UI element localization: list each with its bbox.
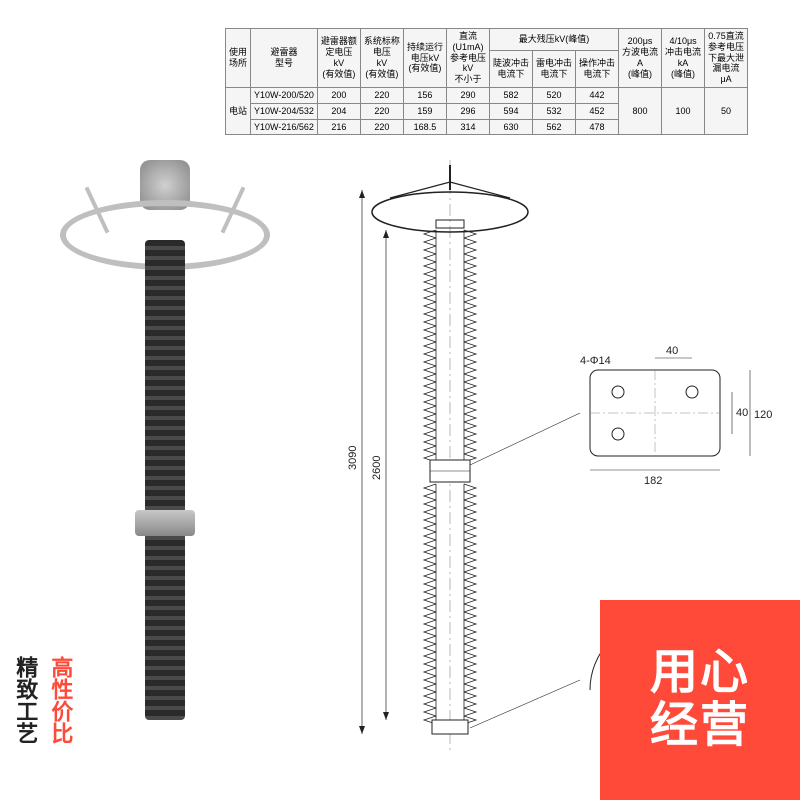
cell: 582	[489, 87, 532, 103]
dim-182: 182	[644, 475, 662, 487]
cell: 520	[532, 87, 575, 103]
cell: 532	[532, 103, 575, 119]
side-slogan: 高性价比 精致工艺	[0, 600, 100, 800]
cell: 478	[576, 119, 619, 135]
side-l1: 高性价比	[48, 656, 73, 744]
cell: 442	[576, 87, 619, 103]
cell: 204	[317, 103, 360, 119]
banner-line2: 经营	[650, 700, 750, 753]
cell: 562	[532, 119, 575, 135]
cell: 594	[489, 103, 532, 119]
cell: 220	[360, 87, 403, 103]
cell: 156	[403, 87, 446, 103]
insulator-stack	[145, 240, 185, 720]
th-usage: 使用场所	[226, 29, 251, 88]
cell: Y10W-200/520	[251, 87, 318, 103]
promo-banner: 用心 经营	[600, 600, 800, 800]
th-model: 避雷器型号	[251, 29, 318, 88]
th-t4-10: 4/10μs冲击电流kA(峰值)	[662, 29, 705, 88]
th-max-group: 最大残压kV(峰值)	[489, 29, 618, 51]
cell: Y10W-216/562	[251, 119, 318, 135]
th-lightning: 雷电冲击电流下	[532, 50, 575, 87]
dim-40b: 40	[736, 407, 748, 419]
usage-cell: 电站	[226, 87, 251, 134]
cell: 290	[446, 87, 489, 103]
dim-overall: 3090	[347, 446, 359, 470]
th-dc: 直流(U1mA)参考电压kV不小于	[446, 29, 489, 88]
banner-line1: 用心	[650, 647, 750, 700]
cell: 452	[576, 103, 619, 119]
cell: 630	[489, 119, 532, 135]
cell: 168.5	[403, 119, 446, 135]
th-t200: 200μs方波电流A(峰值)	[619, 29, 662, 88]
cell: 200	[317, 87, 360, 103]
dim-40a: 40	[666, 345, 678, 357]
th-continuous: 持续运行电压kV(有效值)	[403, 29, 446, 88]
cell: 159	[403, 103, 446, 119]
side-l2: 精致工艺	[13, 656, 38, 744]
th-steep: 陡波冲击电流下	[489, 50, 532, 87]
cell: 216	[317, 119, 360, 135]
th-leak: 0.75直流参考电压下最大泄漏电流μA	[705, 29, 748, 88]
dim-120: 120	[754, 409, 772, 421]
th-rated: 避雷器额定电压kV(有效值)	[317, 29, 360, 88]
cell: 100	[662, 87, 705, 134]
cell: 800	[619, 87, 662, 134]
cell: 220	[360, 103, 403, 119]
flange-hole-label: 4-Φ14	[580, 355, 611, 367]
table-row: 电站 Y10W-200/520 200 220 156 290 582 520 …	[226, 87, 748, 103]
dim-insulator: 2600	[371, 456, 383, 480]
cell: Y10W-204/532	[251, 103, 318, 119]
cell: 314	[446, 119, 489, 135]
cell: 220	[360, 119, 403, 135]
th-switch: 操作冲击电流下	[576, 50, 619, 87]
th-system: 系统标称电压kV(有效值)	[360, 29, 403, 88]
cell: 50	[705, 87, 748, 134]
cell: 296	[446, 103, 489, 119]
mid-flange	[135, 510, 195, 536]
spec-table: 使用场所 避雷器型号 避雷器额定电压kV(有效值) 系统标称电压kV(有效值) …	[225, 28, 748, 135]
